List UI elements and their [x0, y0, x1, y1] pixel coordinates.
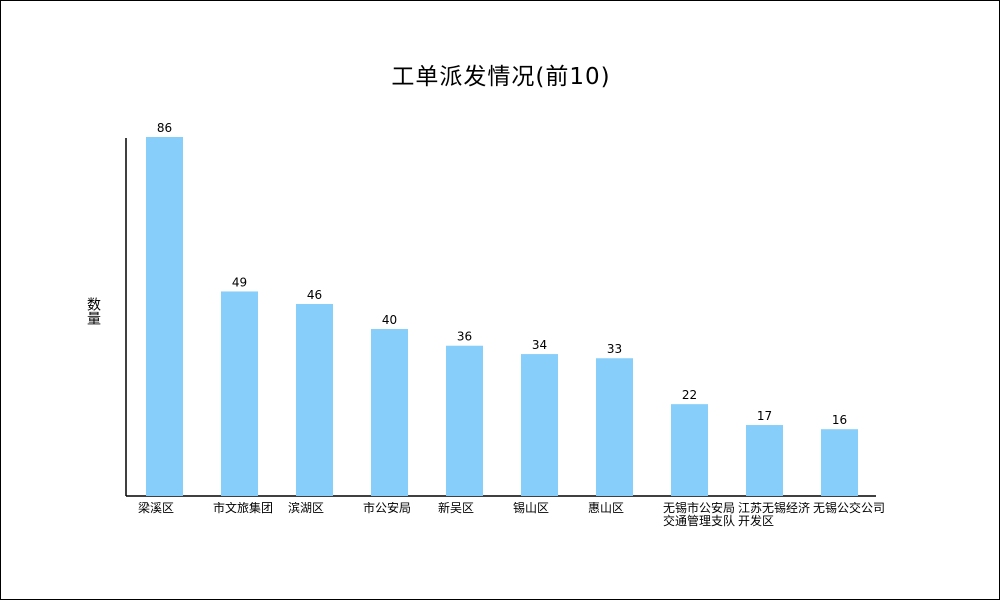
x-tick-label-container: 新吴区 [438, 502, 475, 515]
data-label: 22 [682, 388, 697, 402]
bar [296, 303, 333, 496]
bar [746, 425, 783, 496]
bar [446, 345, 483, 496]
bar [146, 137, 183, 496]
x-tick-label: 新吴区 [438, 502, 475, 515]
x-tick-label-container: 无锡公交公司 [813, 502, 886, 515]
data-label: 40 [382, 313, 397, 327]
data-label: 17 [757, 409, 772, 423]
x-tick-label: 无锡公交公司 [813, 502, 886, 515]
data-label: 46 [307, 288, 322, 302]
x-tick-label: 滨湖区 [288, 502, 325, 515]
x-tick-label: 江苏无锡经济开发区 [738, 502, 811, 528]
x-tick-label-container: 无锡市公安局交通管理支队 [663, 502, 736, 528]
bar [521, 354, 558, 496]
chart-title: 工单派发情况(前10) [391, 64, 611, 90]
x-tick-label: 梁溪区 [138, 502, 175, 515]
data-label: 36 [457, 330, 472, 344]
bar [821, 429, 858, 496]
data-label: 34 [532, 338, 547, 352]
x-tick-label: 市文旅集团 [213, 502, 274, 515]
data-label: 86 [157, 121, 172, 135]
bar [221, 291, 258, 496]
x-tick-label: 惠山区 [588, 502, 625, 515]
x-tick-label-container: 梁溪区 [138, 502, 175, 515]
x-tick-label: 无锡市公安局交通管理支队 [663, 502, 736, 528]
x-tick-label-container: 锡山区 [513, 502, 550, 515]
data-label: 33 [607, 342, 622, 356]
x-tick-label: 锡山区 [513, 502, 550, 515]
x-tick-label-container: 市公安局 [363, 502, 412, 515]
bar [671, 404, 708, 496]
x-tick-label-container: 市文旅集团 [213, 502, 274, 515]
y-axis-label: 数量 [85, 297, 101, 325]
bar [371, 329, 408, 496]
data-label: 49 [232, 275, 247, 289]
bar [596, 358, 633, 496]
x-tick-label-container: 滨湖区 [288, 502, 325, 515]
x-tick-label-container: 江苏无锡经济开发区 [738, 502, 811, 528]
data-label: 16 [832, 413, 847, 427]
x-tick-label: 市公安局 [363, 502, 412, 515]
x-tick-label-container: 惠山区 [588, 502, 625, 515]
